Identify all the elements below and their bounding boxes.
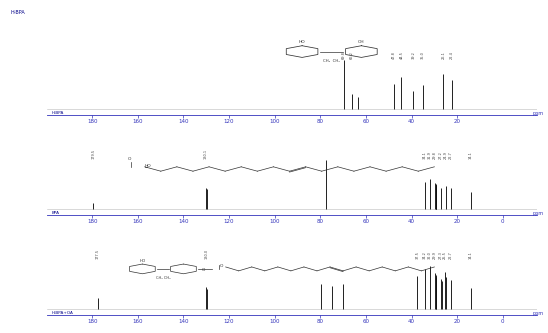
Text: O: O [128,158,131,162]
Text: 14.1: 14.1 [469,251,473,259]
Text: 34.1: 34.1 [423,152,427,159]
Text: 14.1: 14.1 [469,152,473,159]
Text: HO: HO [145,164,151,168]
Text: 32.0: 32.0 [428,251,432,259]
Text: 37.5: 37.5 [415,251,419,259]
Text: 69.8: 69.8 [341,52,346,59]
Text: 130.0: 130.0 [204,249,208,259]
Text: 22.7: 22.7 [449,251,453,259]
Text: H-BPA: H-BPA [51,112,64,116]
Text: 177.5: 177.5 [96,249,100,259]
Text: CH₃  CH₃: CH₃ CH₃ [323,59,340,63]
Text: 24.9: 24.9 [444,152,448,159]
Text: 130.1: 130.1 [204,149,208,159]
Text: 29.8: 29.8 [433,152,437,159]
Text: 66.2: 66.2 [350,52,354,59]
Text: HO: HO [299,40,305,44]
Text: H-BPA: H-BPA [11,10,26,15]
Text: 34.2: 34.2 [423,251,427,259]
Text: 27.2: 27.2 [439,152,443,159]
Text: 22.7: 22.7 [449,152,453,159]
Text: OH: OH [358,40,365,44]
Text: ppm: ppm [533,311,544,316]
Text: 47.8: 47.8 [392,52,396,59]
Text: O: O [219,264,223,268]
Text: H-BPA+OA: H-BPA+OA [51,311,73,315]
Text: 22.4: 22.4 [450,52,454,59]
Text: ppm: ppm [533,112,544,117]
Text: 25.5: 25.5 [443,251,447,259]
Text: 35.0: 35.0 [421,52,425,59]
Text: 26.1: 26.1 [441,52,446,59]
Text: 179.5: 179.5 [92,149,95,159]
Text: ppm: ppm [533,211,544,216]
Text: HO: HO [139,258,146,263]
Text: 39.2: 39.2 [412,52,415,59]
Text: 27.3: 27.3 [438,251,443,259]
Text: BPA: BPA [51,211,59,215]
Text: 31.9: 31.9 [428,152,432,159]
Text: 29.9: 29.9 [432,251,437,259]
Text: O: O [202,268,205,272]
Text: CH₃ CH₃: CH₃ CH₃ [156,276,170,280]
Text: 44.5: 44.5 [399,52,403,59]
